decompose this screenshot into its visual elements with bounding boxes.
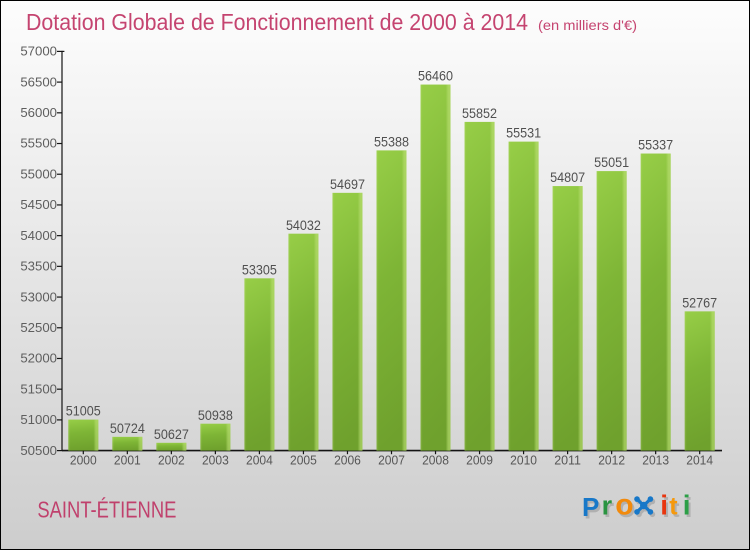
svg-text:51000: 51000	[20, 412, 57, 427]
svg-text:54500: 54500	[20, 197, 57, 212]
svg-text:Dotation Globale de Fonctionne: Dotation Globale de Fonctionnement de 20…	[26, 9, 528, 35]
svg-text:t: t	[671, 495, 680, 523]
svg-text:56460: 56460	[418, 69, 453, 84]
svg-text:i: i	[660, 490, 668, 521]
svg-text:2002: 2002	[158, 453, 185, 468]
svg-text:o: o	[617, 491, 635, 524]
svg-text:o: o	[615, 489, 633, 522]
svg-text:50500: 50500	[20, 443, 57, 458]
svg-text:50627: 50627	[154, 427, 189, 442]
svg-text:2013: 2013	[642, 453, 669, 468]
svg-text:P: P	[582, 492, 599, 522]
svg-text:55337: 55337	[638, 138, 673, 153]
svg-text:54032: 54032	[286, 218, 321, 233]
svg-text:i: i	[662, 492, 670, 523]
svg-text:55531: 55531	[506, 126, 541, 141]
svg-text:r: r	[604, 493, 615, 523]
svg-text:56000: 56000	[20, 105, 57, 120]
svg-text:t: t	[669, 493, 678, 521]
svg-text:(en milliers d'€): (en milliers d'€)	[538, 18, 637, 33]
svg-text:50724: 50724	[110, 421, 146, 436]
svg-text:51005: 51005	[66, 404, 101, 419]
svg-text:2008: 2008	[422, 453, 449, 468]
svg-text:2005: 2005	[290, 453, 317, 468]
svg-text:i: i	[683, 490, 691, 521]
svg-text:54697: 54697	[330, 177, 365, 192]
svg-text:2010: 2010	[510, 453, 537, 468]
svg-text:55500: 55500	[20, 136, 57, 151]
svg-text:2011: 2011	[554, 453, 581, 468]
svg-text:P: P	[584, 494, 601, 524]
svg-text:54807: 54807	[550, 170, 585, 185]
svg-text:2009: 2009	[466, 453, 493, 468]
svg-text:51500: 51500	[20, 381, 57, 396]
svg-text:53500: 53500	[20, 259, 57, 274]
svg-text:2012: 2012	[598, 453, 625, 468]
svg-text:2006: 2006	[334, 453, 361, 468]
svg-text:52767: 52767	[682, 295, 717, 310]
svg-text:2014: 2014	[686, 453, 713, 468]
svg-text:55388: 55388	[374, 135, 409, 150]
svg-text:52500: 52500	[20, 320, 57, 335]
svg-text:2001: 2001	[114, 453, 141, 468]
svg-text:2003: 2003	[202, 453, 229, 468]
svg-text:55000: 55000	[20, 166, 57, 181]
svg-text:2007: 2007	[378, 453, 405, 468]
svg-text:54000: 54000	[20, 228, 57, 243]
svg-text:53000: 53000	[20, 289, 57, 304]
svg-text:i: i	[685, 492, 693, 523]
svg-text:2000: 2000	[70, 453, 97, 468]
svg-text:55051: 55051	[594, 155, 629, 170]
svg-text:52000: 52000	[20, 351, 57, 366]
svg-text:53305: 53305	[242, 262, 277, 277]
svg-text:2004: 2004	[246, 453, 273, 468]
svg-text:r: r	[602, 491, 613, 521]
svg-text:56500: 56500	[20, 74, 57, 89]
svg-text:SAINT-ÉTIENNE: SAINT-ÉTIENNE	[37, 496, 176, 522]
svg-text:50938: 50938	[198, 408, 233, 423]
svg-text:57000: 57000	[20, 44, 57, 59]
svg-text:55852: 55852	[462, 106, 497, 121]
